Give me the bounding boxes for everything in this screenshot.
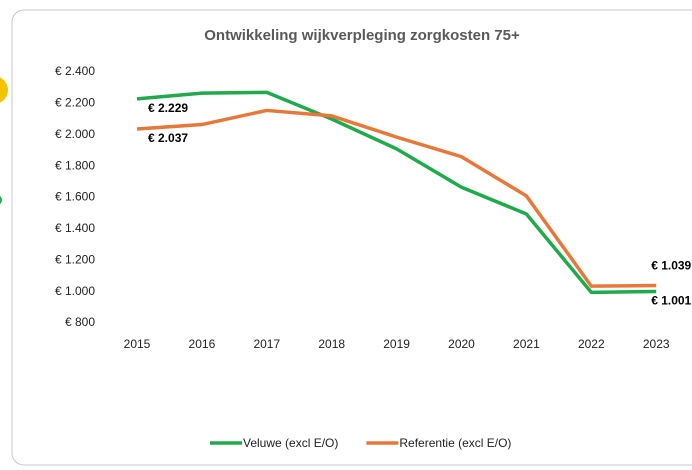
x-tick-label: 2019 <box>383 337 410 351</box>
chart-title: Ontwikkeling wijkverpleging zorgkosten 7… <box>204 27 520 44</box>
x-tick-label: 2016 <box>189 337 216 351</box>
y-tick-label: € 2.200 <box>55 96 95 110</box>
y-tick-label: € 800 <box>65 315 95 329</box>
legend-label: Referentie (excl E/O) <box>399 436 511 450</box>
line-series <box>136 108 657 288</box>
x-tick-label: 2020 <box>448 337 475 351</box>
y-tick-label: € 2.400 <box>55 64 95 78</box>
data-label: € 2.229 <box>148 101 188 115</box>
data-label: € 1.039 <box>651 259 691 273</box>
x-tick-label: 2017 <box>253 337 280 351</box>
x-tick-label: 2015 <box>124 337 151 351</box>
y-tick-label: € 1.600 <box>55 190 95 204</box>
y-tick-label: € 1.000 <box>55 284 95 298</box>
x-tick-label: 2021 <box>513 337 540 351</box>
x-tick-label: 2023 <box>643 337 670 351</box>
decoration <box>0 77 8 103</box>
line-series <box>136 90 657 295</box>
y-tick-label: € 1.400 <box>55 221 95 235</box>
data-label: € 1.001 <box>651 294 691 308</box>
y-tick-label: € 2.000 <box>55 127 95 141</box>
x-tick-label: 2022 <box>578 337 605 351</box>
decoration <box>0 196 2 204</box>
y-tick-label: € 1.800 <box>55 158 95 172</box>
legend-label: Veluwe (excl E/O) <box>243 436 338 450</box>
x-tick-label: 2018 <box>318 337 345 351</box>
chart-frame <box>11 9 692 466</box>
data-label: € 2.037 <box>148 131 188 145</box>
y-tick-label: € 1.200 <box>55 252 95 266</box>
